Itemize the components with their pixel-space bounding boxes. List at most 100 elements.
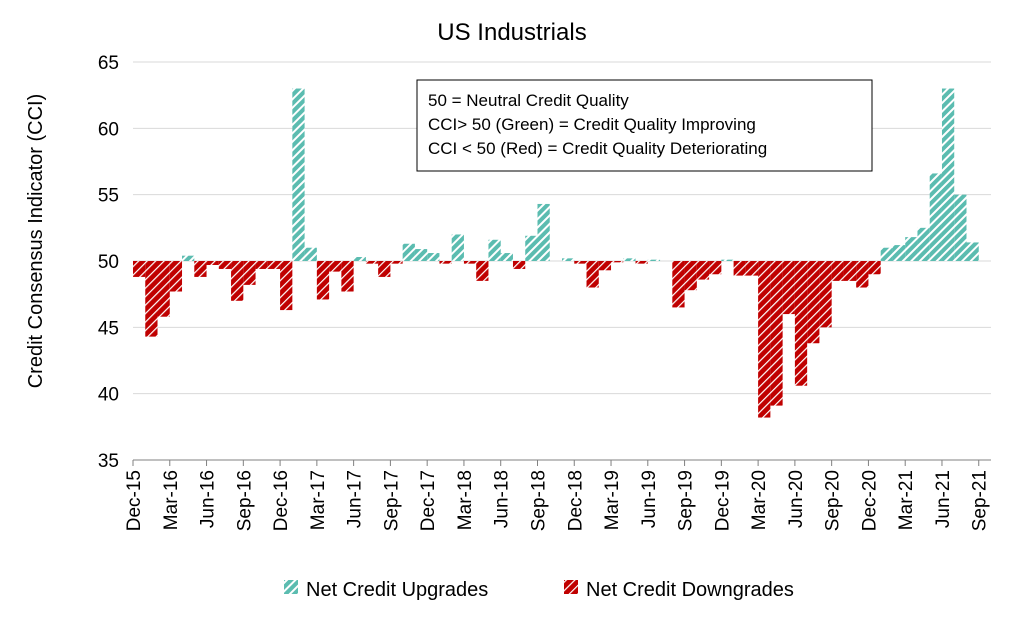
bar-downgrade [635,261,648,264]
legend-swatch-downgrades [564,580,578,594]
x-tick-label: Dec-16 [271,470,292,531]
bar-downgrade [218,261,232,269]
bar-downgrade [231,261,244,301]
bar-downgrade [194,261,207,277]
bar-downgrade [856,261,869,288]
x-tick-label: Sep-16 [234,470,255,531]
bar-downgrade [574,261,587,264]
bar-upgrade [488,239,501,261]
x-tick-label: Mar-20 [749,470,770,530]
bar-upgrade [892,245,906,261]
annotation-line-2: CCI> 50 (Green) = Credit Quality Improvi… [428,115,756,134]
bar-downgrade [243,261,256,285]
bar-upgrade [537,203,550,261]
bar-downgrade [255,261,268,269]
bar-upgrade [353,257,366,261]
annotation-line-1: 50 = Neutral Credit Quality [428,91,629,110]
bar-downgrade [133,261,146,277]
bar-downgrade [463,261,477,264]
x-tick-label: Mar-21 [896,470,917,530]
bar-downgrade [378,261,391,277]
bar-upgrade [623,258,636,261]
x-tick-label: Sep-20 [823,470,844,531]
x-tick-label: Jun-18 [492,470,513,528]
bar-downgrade [696,261,710,280]
x-tick-label: Jun-19 [639,470,660,528]
x-tick-label: Sep-17 [381,470,402,531]
bar-upgrade [292,88,305,261]
bar-downgrade [316,261,330,300]
x-tick-label: Jun-21 [933,470,954,528]
x-tick-label: Sep-21 [970,470,991,531]
x-tick-label: Dec-19 [712,470,733,531]
bar-downgrade [868,261,881,275]
bar-downgrade [794,261,808,386]
bar-downgrade [843,261,857,281]
bar-downgrade [807,261,820,344]
bar-upgrade [721,259,734,261]
y-tick-label: 65 [98,53,119,74]
x-tick-label: Sep-19 [676,470,697,531]
bar-downgrade [733,261,746,276]
bar-upgrade [451,234,464,261]
bar-downgrade [512,261,526,269]
bar-downgrade [758,261,771,418]
bar-downgrade [598,261,612,271]
bar-downgrade [280,261,293,311]
x-tick-label: Dec-17 [418,470,439,531]
x-tick-label: Dec-18 [565,470,586,531]
bar-downgrade [476,261,489,281]
bar-downgrade [782,261,795,315]
y-tick-label: 50 [98,252,119,273]
bar-downgrade [831,261,844,281]
bar-upgrade [880,247,893,261]
bar-upgrade [304,247,317,261]
bar-downgrade [157,261,170,317]
y-tick-label: 40 [98,385,119,406]
bar-downgrade [709,261,722,275]
x-tick-label: Jun-16 [198,470,219,528]
bar-downgrade [672,261,685,308]
x-tick-label: Mar-19 [602,470,623,530]
bar-upgrade [182,255,195,261]
x-tick-label: Jun-17 [345,470,366,528]
bar-upgrade [402,243,415,261]
bar-upgrade [500,253,513,261]
bar-upgrade [905,237,918,261]
legend-swatch-upgrades [284,580,298,594]
bar-upgrade [525,235,538,261]
axes: Dec-15 Mar-16 Jun-16 Sep-16 Dec-16 Mar-17 Jun-… [124,459,991,531]
bar-downgrade [267,261,281,269]
bar-upgrade [414,249,428,261]
x-tick-label: Sep-18 [529,470,550,531]
y-tick-label: 55 [98,186,119,207]
x-tick-label: Dec-20 [859,470,880,531]
y-axis-label: Credit Consensus Indicator (CCI) [25,94,47,389]
bar-downgrade [611,261,624,263]
bar-downgrade [145,261,158,337]
legend-label-downgrades: Net Credit Downgrades [586,579,794,601]
bar-downgrade [770,261,783,406]
bar-downgrade [586,261,599,288]
bar-downgrade [819,261,832,328]
bar-downgrade [169,261,183,292]
y-tick-label: 45 [98,318,119,339]
x-tick-label: Mar-16 [161,470,182,530]
bar-downgrade [439,261,452,264]
legend-label-upgrades: Net Credit Upgrades [306,579,488,601]
chart-title: US Industrials [437,19,586,46]
x-tick-label: Dec-15 [124,470,145,531]
x-tick-label: Mar-17 [308,470,329,530]
bar-downgrade [745,261,759,276]
bar-downgrade [329,261,342,272]
annotation-box: 50 = Neutral Credit Quality CCI> 50 (Gre… [416,79,873,172]
x-tick-label: Mar-18 [455,470,476,530]
bar-downgrade [390,261,403,264]
bars [133,88,979,418]
bar-upgrade [917,227,930,261]
annotation-line-3: CCI < 50 (Red) = Credit Quality Deterior… [428,139,767,158]
bar-downgrade [684,261,697,291]
bar-upgrade [562,258,575,261]
bar-downgrade [365,261,379,264]
